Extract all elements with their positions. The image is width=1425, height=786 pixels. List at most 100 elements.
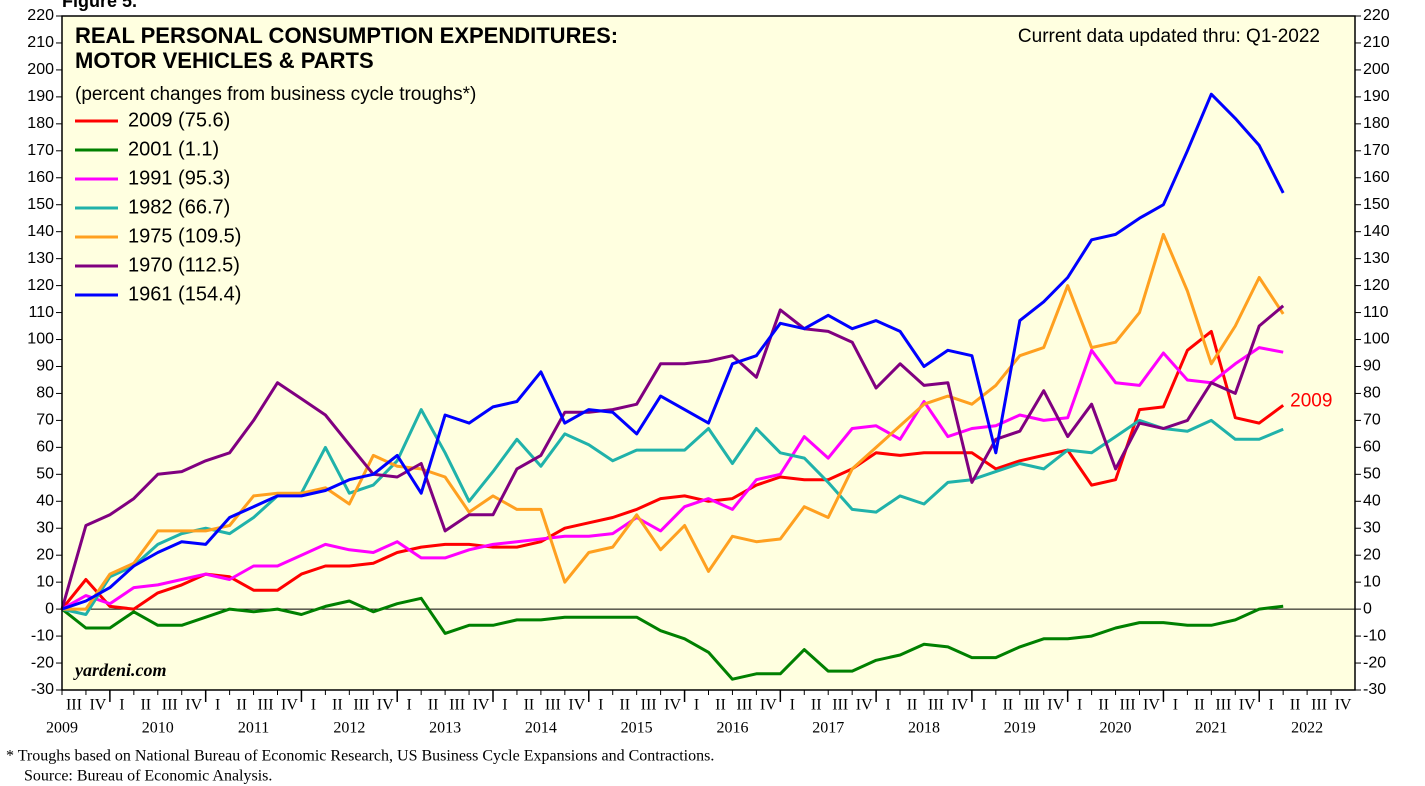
y-tick-label: 90 <box>36 358 54 375</box>
x-tick-label: I <box>885 697 890 714</box>
y2-tick-label: 180 <box>1363 115 1390 132</box>
x-tick-label: IV <box>377 697 394 714</box>
series-line <box>61 346 1284 611</box>
legend-label: 1982 (66.7) <box>128 196 230 218</box>
y-tick-label: 120 <box>27 277 54 294</box>
y-tick-label: 100 <box>27 331 54 348</box>
x-tick-label: III <box>1120 697 1136 714</box>
y2-tick-label: 220 <box>1363 7 1390 24</box>
y2-tick-label: 30 <box>1363 519 1381 536</box>
year-label: 2011 <box>238 720 269 737</box>
x-tick-label: II <box>715 697 726 714</box>
legend-label: 2009 (75.6) <box>128 109 230 131</box>
x-tick-label: III <box>258 697 274 714</box>
x-tick-label: III <box>1024 697 1040 714</box>
y-tick-label: 40 <box>36 492 54 509</box>
x-tick-label: IV <box>1143 697 1160 714</box>
series-line <box>61 596 1284 681</box>
year-label: 2010 <box>142 720 174 737</box>
x-tick-label: II <box>1290 697 1301 714</box>
x-tick-label: I <box>407 697 412 714</box>
year-label: 2022 <box>1291 720 1323 737</box>
x-tick-label: I <box>215 697 220 714</box>
x-tick-label: IV <box>89 697 106 714</box>
x-tick-label: IV <box>1239 697 1256 714</box>
x-tick-label: IV <box>1047 697 1064 714</box>
footnote: Source: Bureau of Economic Analysis. <box>24 768 272 785</box>
x-tick-label: I <box>1077 697 1082 714</box>
y2-tick-label: 120 <box>1363 277 1390 294</box>
year-label: 2019 <box>1004 720 1036 737</box>
x-tick-label: III <box>449 697 465 714</box>
year-label: 2020 <box>1100 720 1132 737</box>
x-tick-label: IV <box>951 697 968 714</box>
y2-tick-label: -20 <box>1363 654 1386 671</box>
x-tick-label: I <box>1269 697 1274 714</box>
x-tick-label: IV <box>664 697 681 714</box>
x-tick-label: III <box>162 697 178 714</box>
y2-tick-label: 110 <box>1363 304 1389 321</box>
chart-subtitle: (percent changes from business cycle tro… <box>75 84 476 105</box>
legend-label: 1991 (95.3) <box>128 167 230 189</box>
legend-label: 1970 (112.5) <box>128 254 240 276</box>
chart-title: REAL PERSONAL CONSUMPTION EXPENDITURES: <box>75 23 618 48</box>
x-tick-label: IV <box>760 697 777 714</box>
y2-tick-label: 190 <box>1363 88 1390 105</box>
x-tick-label: I <box>598 697 603 714</box>
y-tick-label: -10 <box>31 627 54 644</box>
y2-tick-label: -10 <box>1363 627 1386 644</box>
x-tick-label: III <box>1311 697 1327 714</box>
year-label: 2009 <box>46 720 78 737</box>
year-label: 2017 <box>812 720 844 737</box>
legend-label: 1961 (154.4) <box>128 283 241 305</box>
series-line <box>62 232 1285 611</box>
y2-tick-label: 40 <box>1363 492 1381 509</box>
legend-label: 1975 (109.5) <box>128 225 241 247</box>
footnote: * Troughs based on National Bureau of Ec… <box>6 748 714 765</box>
x-tick-label: II <box>1098 697 1109 714</box>
y-tick-label: 80 <box>36 385 54 402</box>
y-tick-label: 140 <box>27 223 54 240</box>
year-label: 2012 <box>333 720 365 737</box>
series-end-label: 2009 <box>1290 390 1332 411</box>
x-tick-label: III <box>66 697 82 714</box>
x-tick-label: IV <box>1335 697 1352 714</box>
y2-tick-label: 160 <box>1363 169 1390 186</box>
y-tick-label: 180 <box>27 115 54 132</box>
y-tick-label: 190 <box>27 88 54 105</box>
y-tick-label: 210 <box>27 34 54 51</box>
x-tick-label: IV <box>568 697 585 714</box>
y-tick-label: 170 <box>27 142 54 159</box>
year-label: 2014 <box>525 720 557 737</box>
x-tick-label: I <box>119 697 124 714</box>
y2-tick-label: -30 <box>1363 681 1386 698</box>
year-label: 2015 <box>621 720 653 737</box>
y-tick-label: 20 <box>36 546 54 563</box>
x-tick-label: I <box>790 697 795 714</box>
series-line <box>60 304 1285 610</box>
x-tick-label: I <box>694 697 699 714</box>
y-tick-label: -30 <box>31 681 54 698</box>
x-tick-label: II <box>428 697 439 714</box>
y-tick-label: 150 <box>27 196 54 213</box>
x-tick-label: II <box>907 697 918 714</box>
x-tick-label: IV <box>473 697 490 714</box>
y2-tick-label: 130 <box>1363 250 1390 267</box>
plot-frame <box>61 15 1356 691</box>
x-tick-label: II <box>332 697 343 714</box>
y-tick-label: 30 <box>36 519 54 536</box>
x-tick-label: II <box>811 697 822 714</box>
update-note: Current data updated thru: Q1-2022 <box>1018 26 1320 47</box>
x-tick-label: III <box>1215 697 1231 714</box>
watermark: yardeni.com <box>73 660 167 680</box>
x-tick-label: I <box>311 697 316 714</box>
y-tick-label: 70 <box>36 412 54 429</box>
y-tick-label: -20 <box>31 654 54 671</box>
figure-label: Figure 5. <box>62 0 137 11</box>
x-tick-label: III <box>353 697 369 714</box>
year-label: 2021 <box>1195 720 1227 737</box>
year-label: 2013 <box>429 720 461 737</box>
y2-tick-label: 170 <box>1363 142 1390 159</box>
y-tick-label: 110 <box>28 304 54 321</box>
